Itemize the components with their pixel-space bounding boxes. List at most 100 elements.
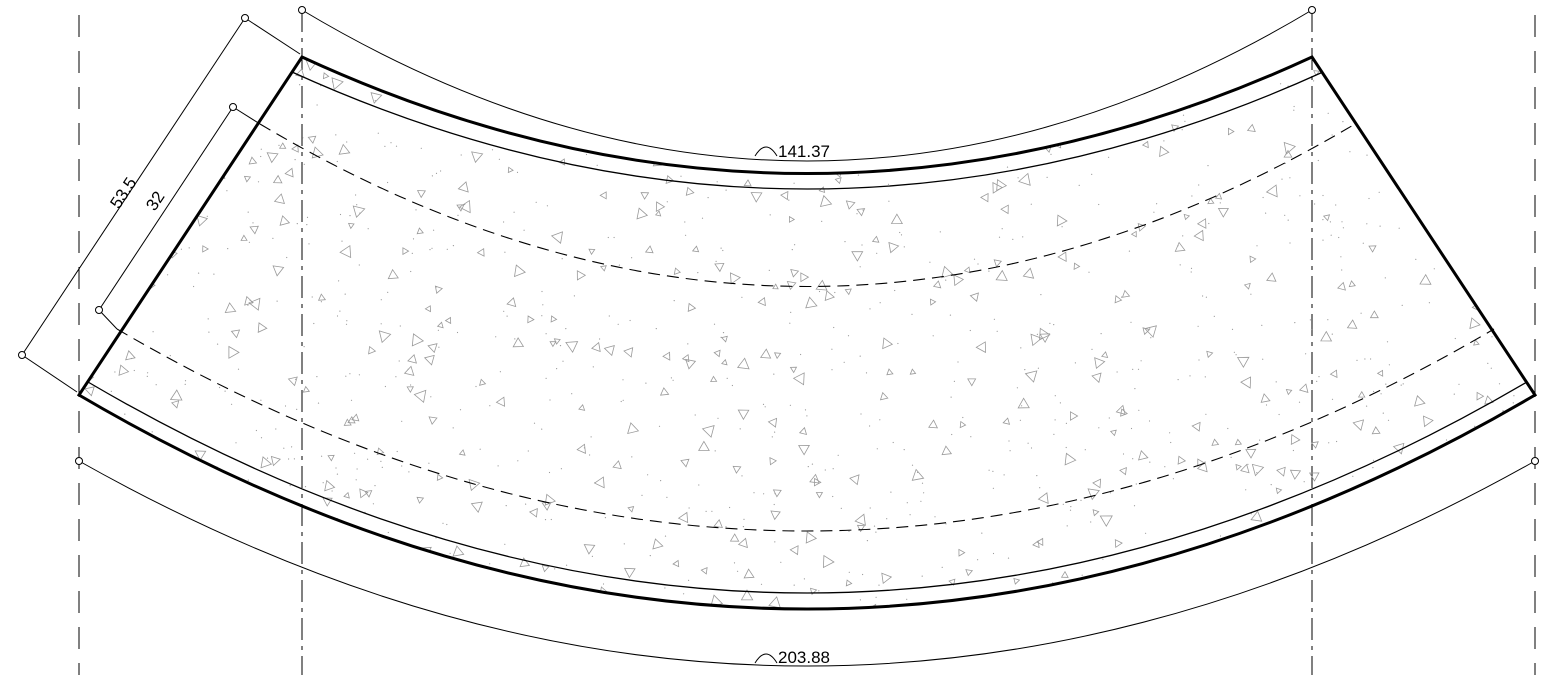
- hatch-dot: [431, 175, 433, 177]
- hatch-dot: [1262, 358, 1264, 360]
- bottom-arc-right-node: [1531, 457, 1539, 465]
- hatch-triangle: [591, 341, 601, 353]
- hatch-triangle: [736, 357, 750, 370]
- hatch-dot: [992, 470, 994, 472]
- hatch-dot: [311, 296, 313, 298]
- hatch-dot: [631, 257, 633, 259]
- hatch-dot: [296, 408, 298, 410]
- hatch-triangle: [967, 378, 977, 387]
- dim-32-line: [98, 106, 234, 311]
- hatch-triangle: [1073, 262, 1081, 270]
- dim-53-5-ext-bottom: [21, 354, 78, 393]
- hatch-dot: [456, 331, 459, 334]
- hatch-triangle: [1519, 66, 1532, 79]
- hatch-dot: [911, 313, 913, 315]
- hatch-dot: [183, 504, 185, 506]
- hatch-dot: [1327, 112, 1329, 114]
- hatch-dot: [345, 375, 347, 377]
- hatch-dot: [313, 322, 315, 325]
- hatch-triangle: [1464, 232, 1473, 242]
- hatch-dot: [429, 249, 431, 251]
- hatch-dot: [1373, 390, 1375, 393]
- hatch-dot: [1460, 183, 1462, 185]
- hatch-dot: [773, 373, 775, 375]
- hatch-dot: [992, 487, 995, 489]
- hatch-dot: [859, 266, 861, 268]
- hatch-dot: [1116, 371, 1118, 373]
- hatch-dot: [751, 108, 753, 110]
- hatch-triangle: [1266, 272, 1277, 282]
- hatch-triangle: [458, 449, 466, 456]
- hatch-dot: [988, 270, 990, 272]
- hatch-triangle: [292, 567, 299, 575]
- hatch-dot: [344, 293, 346, 295]
- hatch-dot: [1495, 196, 1497, 198]
- hatch-triangle: [1099, 515, 1113, 527]
- hatch-triangle: [743, 568, 755, 579]
- hatch-dot: [1446, 147, 1448, 149]
- hatch-triangle: [109, 515, 118, 524]
- hatch-triangle: [822, 554, 835, 569]
- hatch-triangle: [772, 283, 779, 290]
- hatch-dot: [970, 95, 972, 97]
- hatch-dot: [142, 69, 144, 71]
- hatch-triangle: [244, 295, 254, 306]
- hatch-triangle: [1249, 255, 1257, 264]
- hatch-dot: [1177, 379, 1179, 381]
- hatch-dot: [1331, 398, 1334, 400]
- hatch-dot: [410, 384, 412, 386]
- hatch-dot: [1310, 329, 1313, 331]
- hatch-dot: [1219, 546, 1221, 548]
- hatch-dot: [847, 335, 850, 337]
- hatch-dot: [742, 526, 745, 528]
- hatch-dot: [859, 599, 862, 601]
- hatch-dot: [748, 107, 750, 109]
- hatch-dot: [559, 345, 562, 347]
- hatch-dot: [769, 214, 771, 216]
- hatch-dot: [331, 490, 333, 492]
- hatch-dot: [1340, 256, 1342, 258]
- hatch-dot: [861, 244, 863, 246]
- hatch-dot: [299, 84, 301, 86]
- hatch-triangle: [673, 267, 682, 276]
- hatch-dot: [818, 590, 820, 592]
- hatch-dot: [91, 230, 93, 232]
- hatch-dot: [380, 323, 382, 325]
- hatch-dot: [479, 448, 481, 450]
- hatch-triangle: [212, 589, 226, 602]
- hatch-triangle: [583, 544, 596, 555]
- hatch-dot: [136, 97, 138, 99]
- hatch-dot: [1190, 271, 1192, 273]
- hatch-dot: [161, 490, 164, 492]
- hatch-dot: [591, 555, 594, 558]
- hatch-dot: [1428, 302, 1430, 304]
- hatch-dot: [848, 571, 850, 573]
- hatch-dot: [722, 332, 725, 334]
- hatch-dot: [377, 63, 379, 65]
- hatch-triangle: [798, 444, 810, 456]
- hatch-triangle: [685, 186, 695, 196]
- hatch-dot: [506, 315, 508, 317]
- hatch-triangle: [768, 110, 779, 122]
- hatch-triangle: [92, 492, 101, 500]
- hatch-dot: [516, 171, 519, 173]
- hatch-dot: [1147, 568, 1149, 571]
- hatch-triangle: [1044, 69, 1057, 81]
- hatch-triangle: [260, 456, 273, 469]
- hatch-triangle: [324, 479, 336, 492]
- hatch-triangle: [1432, 227, 1442, 237]
- hatch-dot: [124, 413, 126, 415]
- hatch-dot: [1284, 162, 1286, 164]
- hatch-dot: [283, 447, 285, 449]
- hatch-dot: [1321, 570, 1323, 572]
- hatch-dot: [631, 456, 633, 458]
- hatch-triangle: [1211, 438, 1220, 446]
- hatch-triangle: [1514, 445, 1526, 457]
- hatch-dot: [1318, 376, 1320, 378]
- slab-outline: [76, 55, 1538, 611]
- hatch-dot: [1294, 322, 1296, 324]
- hatch-dot: [339, 310, 341, 312]
- hatch-triangle: [698, 440, 710, 451]
- hatch-dot: [1135, 483, 1137, 485]
- hatch-dot: [257, 181, 260, 183]
